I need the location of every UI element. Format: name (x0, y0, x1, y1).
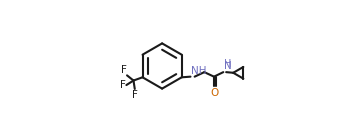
Text: N: N (224, 62, 232, 72)
Text: O: O (211, 88, 219, 98)
Text: NH: NH (191, 66, 207, 76)
Text: H: H (224, 59, 231, 69)
Text: F: F (132, 90, 138, 100)
Text: F: F (121, 65, 126, 75)
Text: F: F (120, 80, 126, 90)
